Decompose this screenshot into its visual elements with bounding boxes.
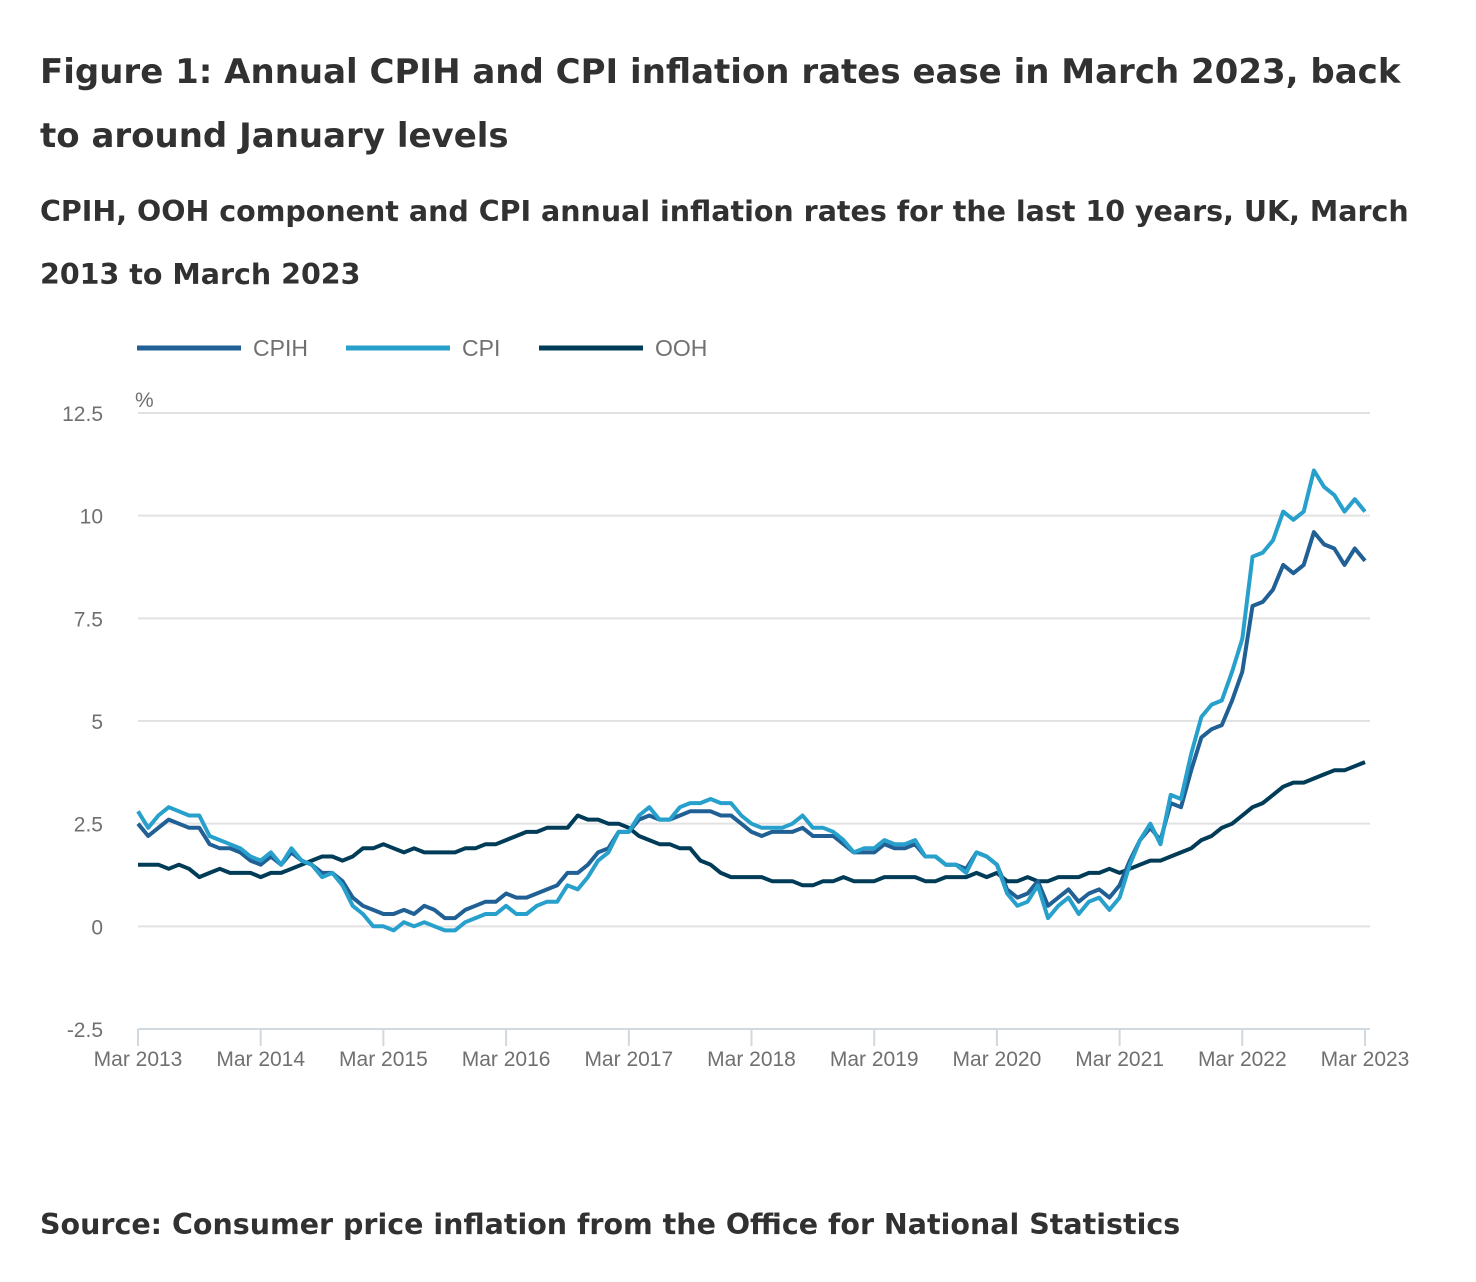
- x-tick-label: Mar 2015: [339, 1048, 428, 1071]
- x-tick-label: Mar 2021: [1075, 1048, 1164, 1071]
- gridlines: 12.5 10 7.5 5 2.5 0 -2.5: [62, 403, 1370, 1042]
- x-tick-label: Mar 2019: [830, 1048, 919, 1071]
- y-tick-label: 5: [91, 711, 103, 734]
- legend-label: CPIH: [253, 335, 308, 361]
- x-tick-label: Mar 2020: [953, 1048, 1042, 1071]
- x-tick-label: Mar 2022: [1198, 1048, 1287, 1071]
- y-tick-label: 10: [80, 506, 103, 529]
- y-tick-label: 2.5: [74, 814, 103, 837]
- x-tick-label: Mar 2018: [707, 1048, 796, 1071]
- x-tick-label: Mar 2023: [1321, 1048, 1410, 1071]
- series-line-cpih: [136, 530, 1367, 921]
- y-tick-label: 7.5: [74, 608, 103, 631]
- chart-title: Figure 1: Annual CPIH and CPI inflation …: [40, 52, 1401, 156]
- legend-label: CPI: [462, 335, 500, 361]
- x-tick-label: Mar 2014: [216, 1048, 305, 1071]
- y-tick-label: 12.5: [62, 403, 103, 426]
- x-tick-label: Mar 2013: [94, 1048, 183, 1071]
- series-line-ooh: [138, 760, 1366, 888]
- series-line-cpi: [136, 468, 1367, 933]
- x-tick-label: Mar 2017: [584, 1048, 673, 1071]
- legend: CPIH CPI OOH: [137, 335, 707, 361]
- legend-label: OOH: [655, 335, 707, 361]
- y-tick-label: 0: [91, 916, 103, 939]
- y-axis-unit-label: %: [135, 389, 154, 412]
- x-tick-label: Mar 2016: [462, 1048, 551, 1071]
- y-tick-label: -2.5: [67, 1019, 103, 1042]
- x-axis: Mar 2013 Mar 2014 Mar 2015 Mar 2016 Mar 2017…: [94, 1028, 1410, 1071]
- chart-subtitle: CPIH, OOH component and CPI annual infla…: [40, 195, 1409, 291]
- source-note: Source: Consumer price inflation from th…: [40, 1208, 1181, 1241]
- series-lines: [136, 468, 1367, 933]
